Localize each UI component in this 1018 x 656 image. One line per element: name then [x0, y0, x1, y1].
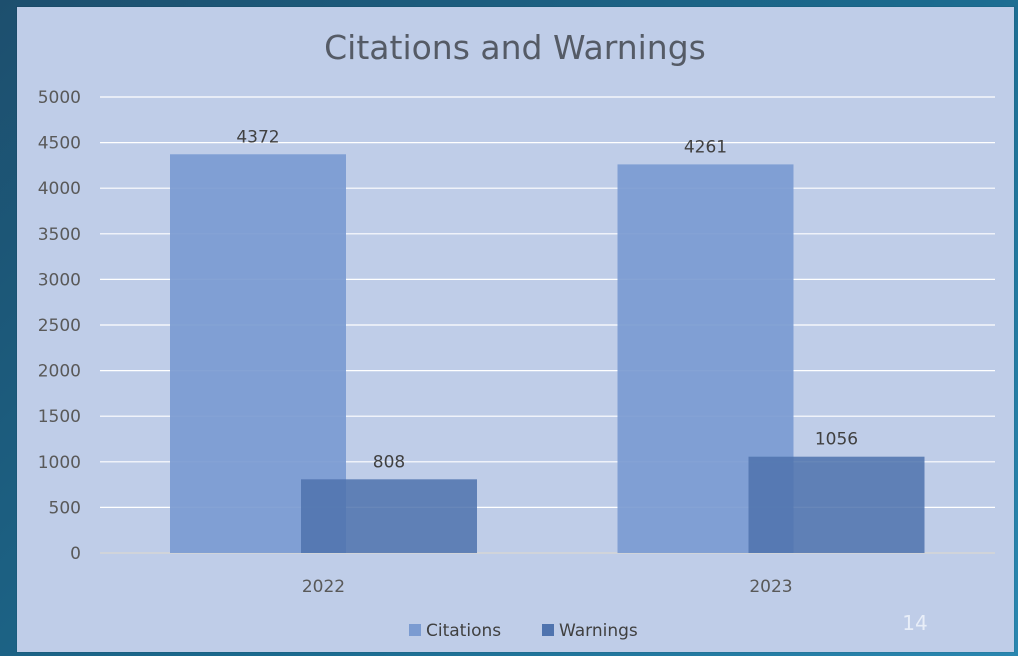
bar-warnings-2023	[748, 456, 925, 553]
y-tick-label: 500	[49, 498, 81, 518]
x-tick-label: 2022	[302, 577, 345, 597]
y-tick-label: 2500	[38, 316, 81, 336]
page-number: 14	[902, 611, 927, 635]
y-tick-label: 1000	[38, 453, 81, 473]
legend-label: Warnings	[559, 621, 638, 641]
x-tick-label: 2023	[749, 577, 792, 597]
bar-warnings-2022	[301, 479, 477, 553]
data-labels: 4372 808 4261 1056	[236, 127, 858, 472]
legend-swatch	[542, 624, 554, 636]
data-label: 1056	[815, 430, 858, 450]
chart-panel: Citations and Warnings 0 500 1000 1500 2000 2…	[17, 7, 1014, 652]
data-label: 4372	[236, 127, 279, 147]
bars	[170, 154, 925, 554]
bar-chart: Citations and Warnings 0 500 1000 1500 2000 2…	[38, 28, 995, 641]
y-tick-label: 3500	[38, 225, 81, 245]
data-label: 808	[373, 452, 405, 472]
x-axis-ticks: 2022 2023	[302, 577, 793, 597]
y-tick-label: 3000	[38, 270, 81, 290]
y-tick-label: 4500	[38, 134, 81, 154]
legend-label: Citations	[426, 621, 501, 641]
data-label: 4261	[684, 137, 727, 157]
y-tick-label: 4000	[38, 179, 81, 199]
y-tick-label: 1500	[38, 407, 81, 427]
y-axis-ticks: 0 500 1000 1500 2000 2500 3000 3500 4000 4500 5000	[38, 88, 81, 564]
y-tick-label: 2000	[38, 362, 81, 382]
chart-title: Citations and Warnings	[324, 28, 706, 67]
y-tick-label: 0	[70, 544, 81, 564]
legend-swatch	[409, 624, 421, 636]
y-tick-label: 5000	[38, 88, 81, 108]
legend: Citations Warnings	[409, 621, 638, 641]
